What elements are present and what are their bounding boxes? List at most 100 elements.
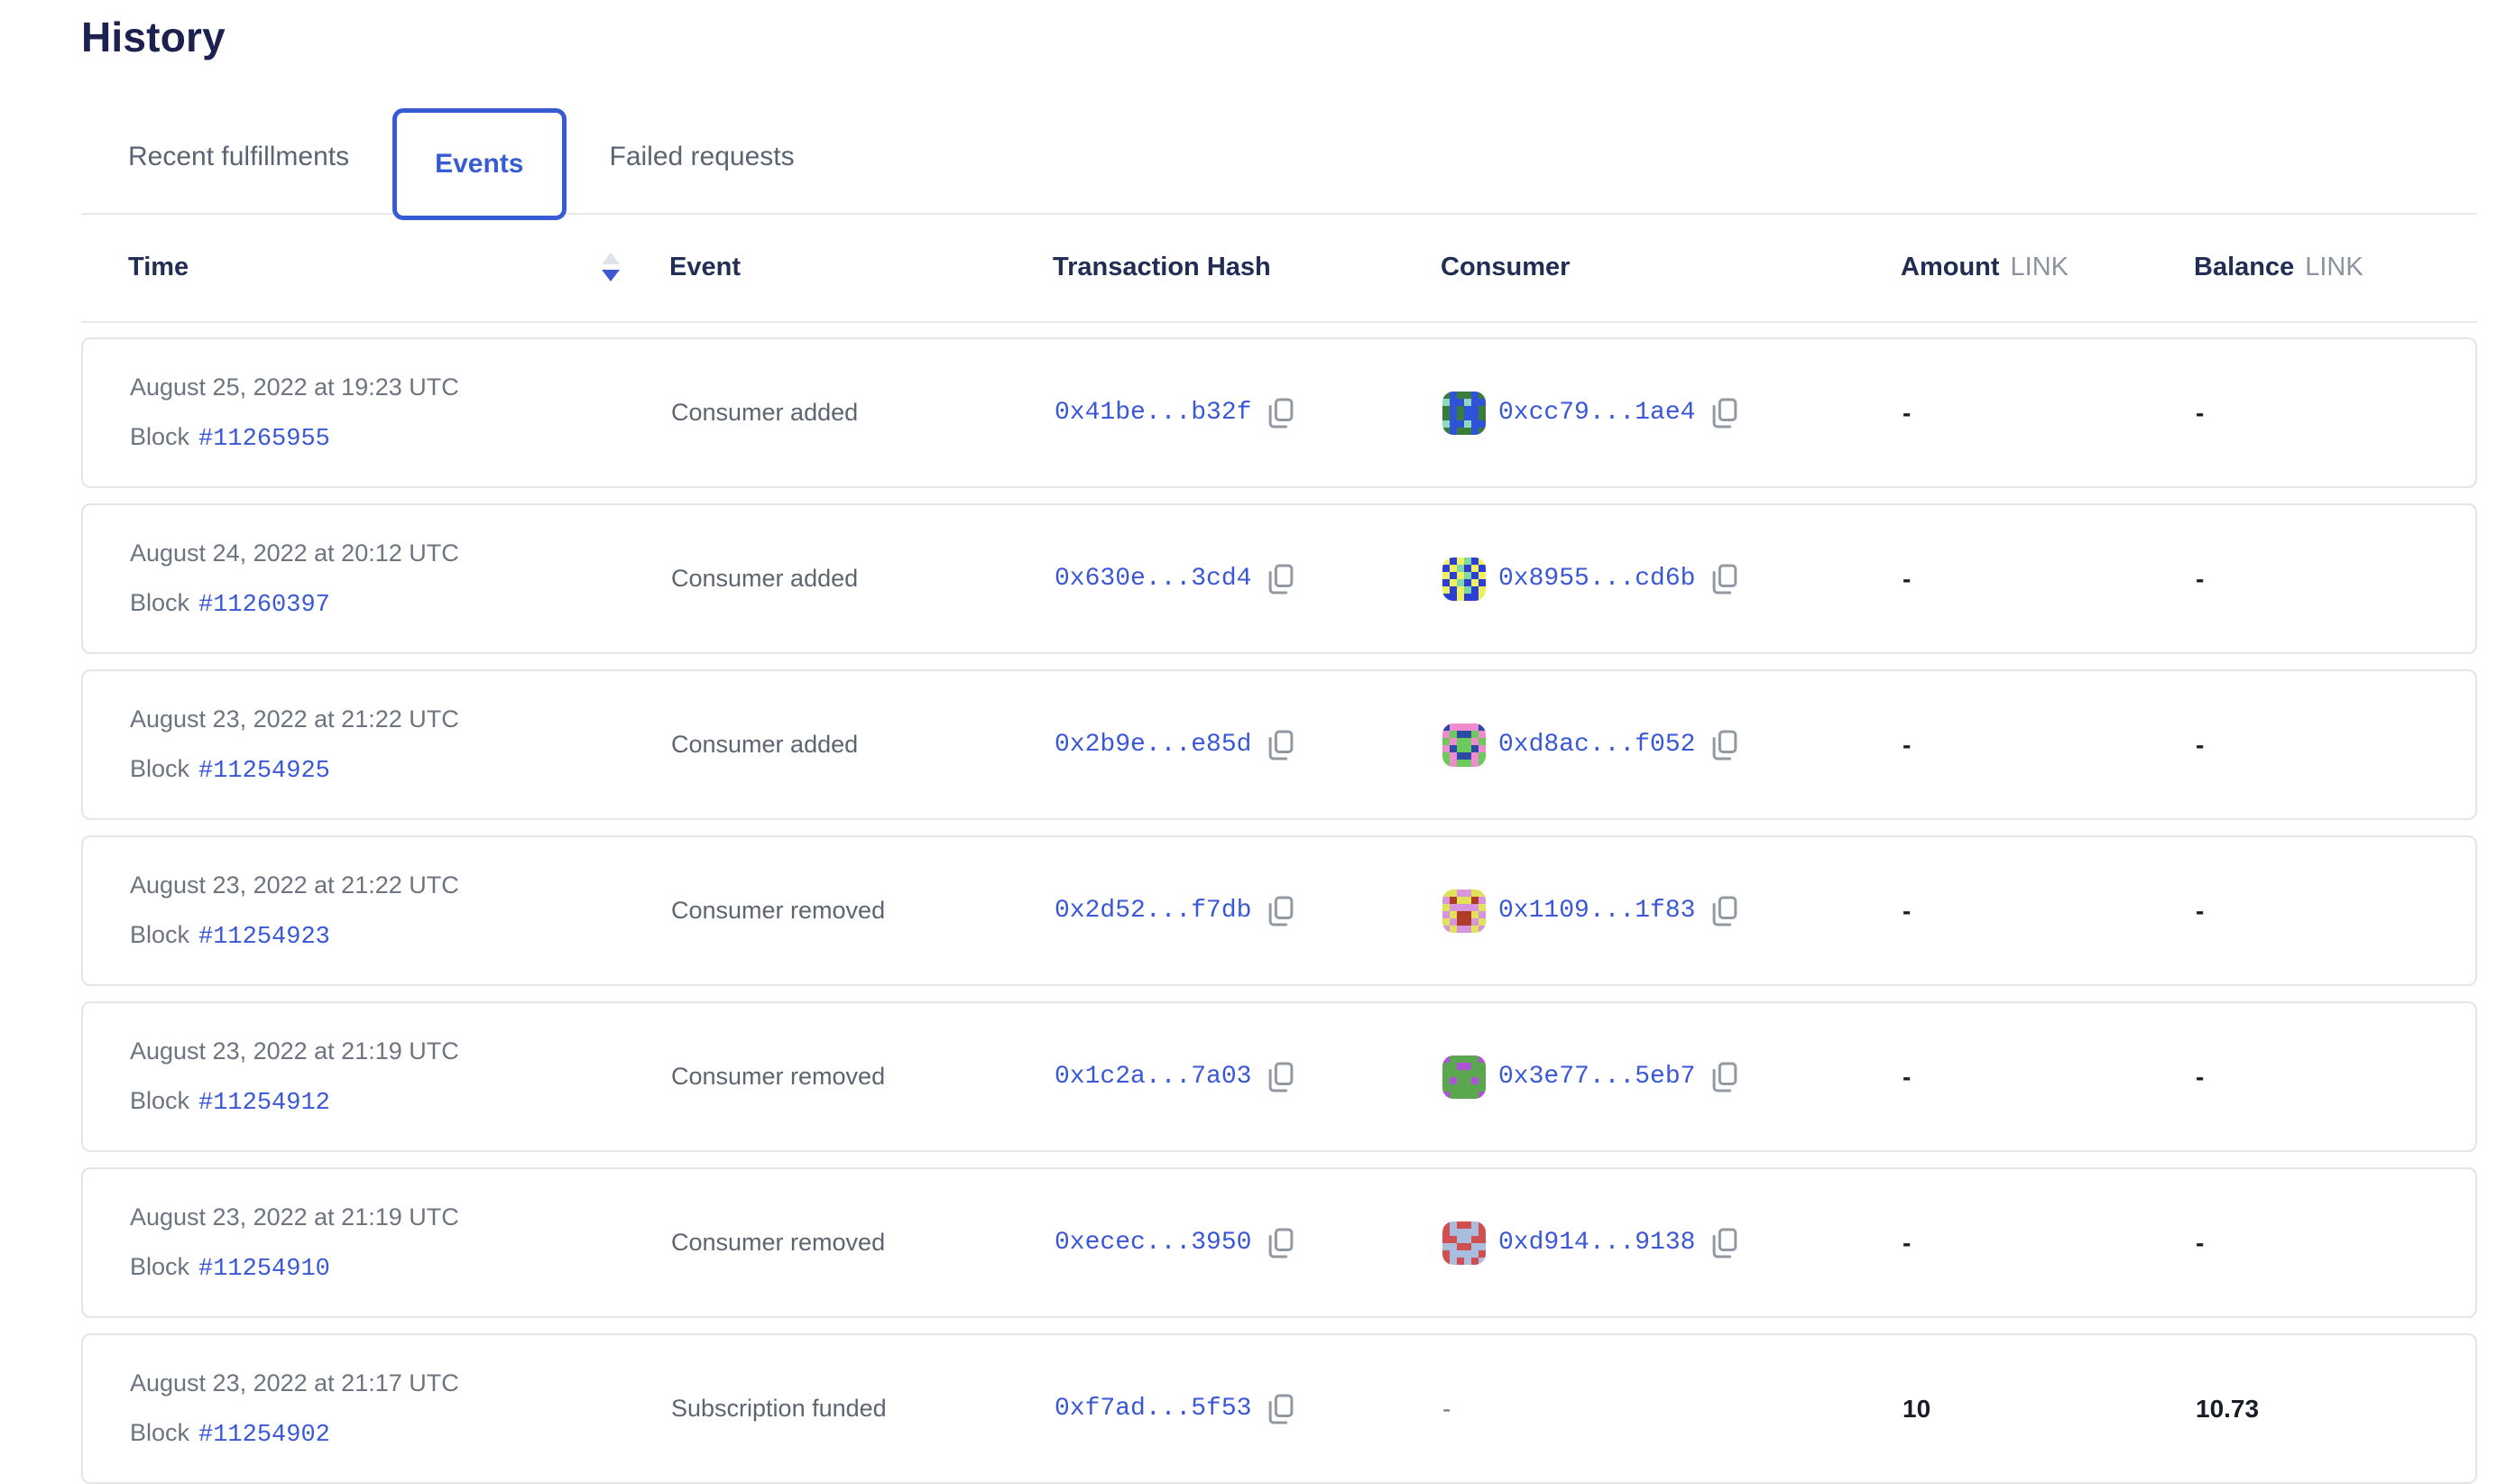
consumer-address-link[interactable]: 0x8955...cd6b: [1498, 565, 1696, 593]
copy-icon: [1713, 730, 1737, 760]
copy-tx-hash-button[interactable]: [1267, 564, 1294, 595]
table-row: August 23, 2022 at 21:19 UTC Block #11254…: [81, 1167, 2477, 1318]
copy-tx-hash-button[interactable]: [1267, 1394, 1294, 1424]
event-timestamp: August 25, 2022 at 19:23 UTC: [130, 373, 459, 401]
block-number-link[interactable]: #11254912: [198, 1089, 330, 1117]
consumer-cell: 0x1109...1f83: [1442, 889, 1903, 933]
balance-cell: -: [2196, 896, 2205, 925]
table-row: August 23, 2022 at 21:22 UTC Block #11254…: [81, 669, 2477, 820]
copy-tx-hash-button[interactable]: [1267, 896, 1294, 926]
event-timestamp: August 23, 2022 at 21:19 UTC: [130, 1203, 459, 1231]
block-label: Block: [130, 422, 190, 450]
copy-icon: [1269, 1228, 1294, 1258]
history-section: History Recent fulfillments Events Faile…: [81, 13, 2477, 1484]
event-type-label: Consumer added: [671, 731, 859, 758]
block-number-link[interactable]: #11254923: [198, 923, 330, 951]
consumer-cell: 0xd8ac...f052: [1442, 723, 1903, 767]
consumer-cell: 0x3e77...5eb7: [1442, 1055, 1903, 1099]
tx-hash-link[interactable]: 0x2b9e...e85d: [1055, 731, 1252, 759]
balance-cell: -: [2196, 564, 2205, 593]
consumer-avatar: [1442, 889, 1486, 933]
amount-cell: -: [1903, 730, 1912, 759]
copy-icon: [1269, 1394, 1294, 1424]
block-line: Block #11254912: [130, 1087, 671, 1117]
copy-consumer-address-button[interactable]: [1711, 1228, 1738, 1258]
consumer-address-link[interactable]: 0xd914...9138: [1498, 1229, 1696, 1257]
tx-hash-link[interactable]: 0xf7ad...5f53: [1055, 1395, 1252, 1423]
consumer-address-link[interactable]: 0xd8ac...f052: [1498, 731, 1696, 759]
copy-tx-hash-button[interactable]: [1267, 1228, 1294, 1258]
tx-hash-cell: 0x1c2a...7a03: [1055, 1062, 1442, 1092]
amount-cell: -: [1903, 1062, 1912, 1091]
balance-label: Balance: [2194, 252, 2295, 281]
tx-hash-cell: 0x2b9e...e85d: [1055, 730, 1442, 760]
event-timestamp: August 23, 2022 at 21:22 UTC: [130, 705, 459, 733]
balance-cell: -: [2196, 398, 2205, 427]
amount-cell: -: [1903, 896, 1912, 925]
copy-tx-hash-button[interactable]: [1267, 1062, 1294, 1092]
event-timestamp: August 24, 2022 at 20:12 UTC: [130, 539, 459, 567]
tx-hash-cell: 0x2d52...f7db: [1055, 896, 1442, 926]
copy-icon: [1713, 1062, 1737, 1092]
copy-consumer-address-button[interactable]: [1711, 730, 1738, 760]
balance-cell: 10.73: [2196, 1394, 2260, 1423]
time-cell: August 24, 2022 at 20:12 UTC Block #11260…: [130, 539, 671, 619]
copy-icon: [1269, 398, 1294, 428]
tx-hash-link[interactable]: 0xecec...3950: [1055, 1229, 1252, 1257]
table-row: August 23, 2022 at 21:22 UTC Block #11254…: [81, 835, 2477, 986]
block-line: Block #11254923: [130, 921, 671, 951]
block-number-link[interactable]: #11265955: [198, 425, 330, 453]
copy-consumer-address-button[interactable]: [1711, 564, 1738, 595]
tx-hash-cell: 0xf7ad...5f53: [1055, 1394, 1442, 1424]
tx-hash-link[interactable]: 0x1c2a...7a03: [1055, 1063, 1252, 1091]
amount-label: Amount: [1901, 252, 2000, 281]
event-type-label: Consumer removed: [671, 1063, 886, 1090]
balance-unit-label: LINK: [2305, 252, 2363, 281]
column-header-time: Time: [128, 251, 669, 283]
time-cell: August 23, 2022 at 21:17 UTC Block #11254…: [130, 1369, 671, 1449]
consumer-avatar: [1442, 1055, 1486, 1099]
block-label: Block: [130, 920, 190, 948]
copy-icon: [1713, 896, 1737, 926]
block-number-link[interactable]: #11254902: [198, 1421, 330, 1449]
tab-recent-fulfillments[interactable]: Recent fulfillments: [128, 142, 350, 171]
block-line: Block #11254902: [130, 1419, 671, 1449]
block-label: Block: [130, 588, 190, 616]
tab-failed-requests[interactable]: Failed requests: [609, 142, 795, 171]
time-cell: August 25, 2022 at 19:23 UTC Block #11265…: [130, 373, 671, 453]
column-header-tx-hash: Transaction Hash: [1053, 252, 1271, 281]
table-row: August 23, 2022 at 21:17 UTC Block #11254…: [81, 1333, 2477, 1484]
copy-consumer-address-button[interactable]: [1711, 896, 1738, 926]
consumer-address-link[interactable]: 0x1109...1f83: [1498, 897, 1696, 925]
event-timestamp: August 23, 2022 at 21:19 UTC: [130, 1037, 459, 1065]
tx-hash-link[interactable]: 0x41be...b32f: [1055, 399, 1252, 427]
tx-hash-link[interactable]: 0x630e...3cd4: [1055, 565, 1252, 593]
table-header: Time Event Transaction Hash Consumer Amo…: [81, 215, 2477, 323]
copy-icon: [1269, 1062, 1294, 1092]
column-header-amount: Amount LINK: [1901, 253, 2194, 282]
consumer-avatar: [1442, 557, 1486, 601]
event-type-label: Consumer removed: [671, 897, 886, 924]
block-number-link[interactable]: #11254910: [198, 1255, 330, 1283]
block-number-link[interactable]: #11254925: [198, 757, 330, 785]
event-type-label: Consumer added: [671, 399, 859, 426]
block-line: Block #11260397: [130, 589, 671, 619]
copy-consumer-address-button[interactable]: [1711, 398, 1738, 429]
tab-events[interactable]: Events: [392, 108, 567, 220]
consumer-address-link[interactable]: 0xcc79...1ae4: [1498, 399, 1696, 427]
copy-tx-hash-button[interactable]: [1267, 730, 1294, 760]
block-label: Block: [130, 1086, 190, 1114]
consumer-address-link[interactable]: 0x3e77...5eb7: [1498, 1063, 1696, 1091]
block-number-link[interactable]: #11260397: [198, 591, 330, 619]
copy-consumer-address-button[interactable]: [1711, 1062, 1738, 1092]
event-timestamp: August 23, 2022 at 21:22 UTC: [130, 871, 459, 899]
consumer-cell: 0x8955...cd6b: [1442, 557, 1903, 601]
copy-icon: [1713, 398, 1737, 428]
balance-cell: -: [2196, 730, 2205, 759]
tx-hash-cell: 0xecec...3950: [1055, 1228, 1442, 1258]
time-cell: August 23, 2022 at 21:22 UTC Block #11254…: [130, 871, 671, 951]
event-type-label: Consumer added: [671, 565, 859, 592]
tx-hash-link[interactable]: 0x2d52...f7db: [1055, 897, 1252, 925]
sort-descending-icon[interactable]: [599, 251, 622, 283]
copy-tx-hash-button[interactable]: [1267, 398, 1294, 429]
